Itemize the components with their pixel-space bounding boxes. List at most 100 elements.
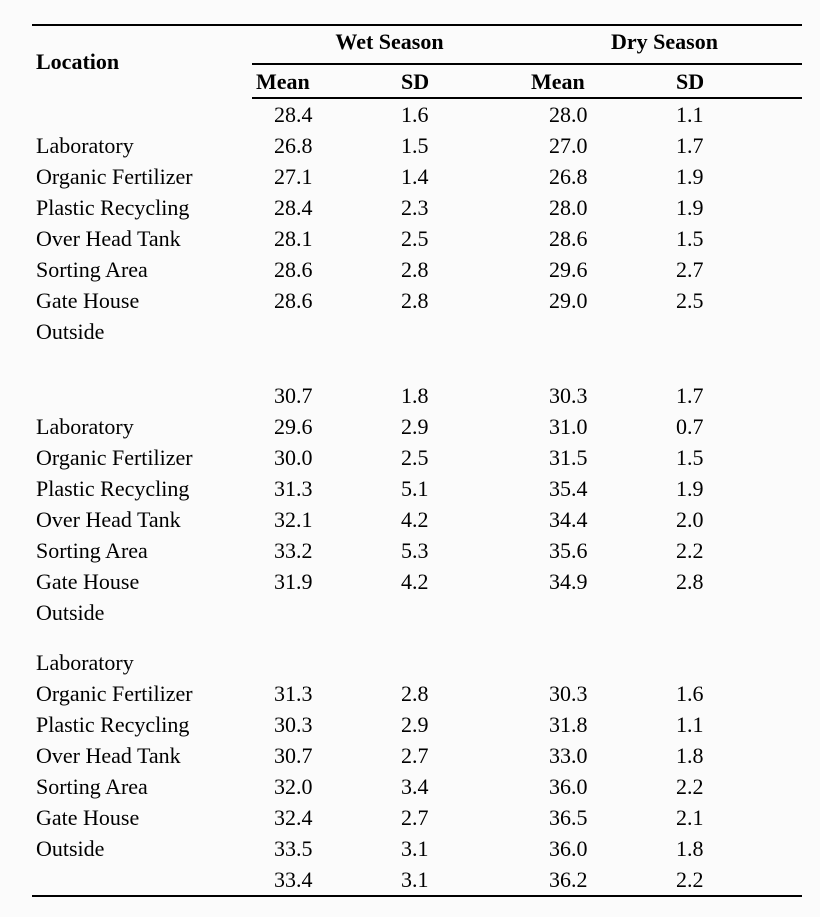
- cell-location: Organic Fertilizer: [32, 161, 252, 192]
- cell-dry-mean: 35.6: [527, 535, 672, 566]
- cell-dry-mean: 27.0: [527, 130, 672, 161]
- cell-wet-mean: [252, 316, 397, 347]
- cell-wet-sd: 2.5: [397, 223, 527, 254]
- table-row: Gate House31.94.234.92.8: [32, 566, 802, 597]
- cell-location: [32, 98, 252, 130]
- cell-wet-sd: 2.8: [397, 254, 527, 285]
- cell-dry-mean: 31.5: [527, 442, 672, 473]
- col-header-location: Location: [32, 25, 252, 98]
- cell-dry-sd: 1.9: [672, 161, 802, 192]
- data-table: Location Wet Season Dry Season Mean SD M…: [32, 24, 802, 897]
- table-row: Plastic Recycling30.32.931.81.1: [32, 709, 802, 740]
- cell-wet-mean: 28.4: [252, 192, 397, 223]
- cell-dry-mean: 36.0: [527, 771, 672, 802]
- cell-wet-sd: 1.5: [397, 130, 527, 161]
- cell-wet-mean: 32.1: [252, 504, 397, 535]
- cell-wet-mean: 28.6: [252, 285, 397, 316]
- cell-location: Plastic Recycling: [32, 709, 252, 740]
- cell-location: Sorting Area: [32, 254, 252, 285]
- cell-dry-sd: 2.5: [672, 285, 802, 316]
- cell-location: [32, 380, 252, 411]
- cell-location: Organic Fertilizer: [32, 442, 252, 473]
- cell-dry-sd: 2.2: [672, 864, 802, 896]
- table-row: Laboratory: [32, 647, 802, 678]
- cell-wet-mean: 33.2: [252, 535, 397, 566]
- cell-dry-sd: 1.7: [672, 380, 802, 411]
- cell-dry-sd: 1.1: [672, 98, 802, 130]
- cell-dry-mean: 36.0: [527, 833, 672, 864]
- cell-dry-mean: [527, 597, 672, 628]
- cell-wet-sd: [397, 316, 527, 347]
- cell-dry-sd: 2.1: [672, 802, 802, 833]
- cell-wet-mean: 27.1: [252, 161, 397, 192]
- cell-dry-sd: [672, 597, 802, 628]
- cell-wet-mean: [252, 647, 397, 678]
- cell-wet-mean: 31.9: [252, 566, 397, 597]
- table-row: Organic Fertilizer31.32.830.31.6: [32, 678, 802, 709]
- table-row: Plastic Recycling31.35.135.41.9: [32, 473, 802, 504]
- cell-wet-mean: 30.7: [252, 380, 397, 411]
- cell-location: Over Head Tank: [32, 223, 252, 254]
- table-row: Sorting Area33.25.335.62.2: [32, 535, 802, 566]
- table-page: Location Wet Season Dry Season Mean SD M…: [0, 0, 820, 917]
- table-row: Over Head Tank30.72.733.01.8: [32, 740, 802, 771]
- cell-wet-sd: 3.4: [397, 771, 527, 802]
- table-row: 28.41.628.01.1: [32, 98, 802, 130]
- cell-location: Sorting Area: [32, 771, 252, 802]
- cell-wet-sd: 4.2: [397, 504, 527, 535]
- cell-dry-sd: 1.7: [672, 130, 802, 161]
- col-header-wet-mean: Mean: [252, 64, 397, 99]
- cell-location: Gate House: [32, 566, 252, 597]
- cell-dry-mean: 29.0: [527, 285, 672, 316]
- cell-wet-sd: 3.1: [397, 864, 527, 896]
- cell-dry-mean: 31.8: [527, 709, 672, 740]
- cell-wet-sd: 5.3: [397, 535, 527, 566]
- cell-wet-sd: 2.7: [397, 740, 527, 771]
- table-row: 33.43.136.22.2: [32, 864, 802, 896]
- cell-dry-sd: 2.2: [672, 771, 802, 802]
- col-group-dry: Dry Season: [527, 25, 802, 64]
- cell-dry-mean: [527, 316, 672, 347]
- cell-wet-sd: 1.6: [397, 98, 527, 130]
- cell-wet-mean: 31.3: [252, 473, 397, 504]
- cell-location: Laboratory: [32, 411, 252, 442]
- cell-wet-mean: 26.8: [252, 130, 397, 161]
- cell-wet-sd: 4.2: [397, 566, 527, 597]
- cell-dry-mean: 31.0: [527, 411, 672, 442]
- cell-location: Gate House: [32, 802, 252, 833]
- cell-dry-sd: 1.8: [672, 833, 802, 864]
- cell-location: Gate House: [32, 285, 252, 316]
- cell-location: Over Head Tank: [32, 504, 252, 535]
- cell-dry-sd: 1.8: [672, 740, 802, 771]
- cell-wet-mean: 28.1: [252, 223, 397, 254]
- cell-wet-sd: 2.5: [397, 442, 527, 473]
- table-row: Outside: [32, 597, 802, 628]
- table-row: Sorting Area28.62.829.62.7: [32, 254, 802, 285]
- col-header-dry-mean: Mean: [527, 64, 672, 99]
- cell-wet-sd: 2.8: [397, 678, 527, 709]
- cell-dry-sd: 2.2: [672, 535, 802, 566]
- table-row: Organic Fertilizer27.11.426.81.9: [32, 161, 802, 192]
- cell-dry-sd: 1.9: [672, 473, 802, 504]
- cell-wet-sd: 2.9: [397, 709, 527, 740]
- cell-wet-mean: 33.4: [252, 864, 397, 896]
- cell-dry-sd: 1.6: [672, 678, 802, 709]
- cell-location: Sorting Area: [32, 535, 252, 566]
- table-row: Outside33.53.136.01.8: [32, 833, 802, 864]
- cell-dry-sd: 1.5: [672, 223, 802, 254]
- cell-wet-mean: 30.0: [252, 442, 397, 473]
- spacer-row: [32, 347, 802, 380]
- cell-dry-mean: 34.4: [527, 504, 672, 535]
- cell-dry-mean: 35.4: [527, 473, 672, 504]
- cell-dry-mean: 36.2: [527, 864, 672, 896]
- table-body: 28.41.628.01.1Laboratory26.81.527.01.7Or…: [32, 98, 802, 896]
- cell-dry-mean: 33.0: [527, 740, 672, 771]
- cell-location: Outside: [32, 316, 252, 347]
- table-row: Laboratory29.62.931.00.7: [32, 411, 802, 442]
- cell-dry-mean: 34.9: [527, 566, 672, 597]
- cell-dry-sd: 0.7: [672, 411, 802, 442]
- cell-dry-sd: 1.9: [672, 192, 802, 223]
- cell-dry-mean: [527, 647, 672, 678]
- cell-wet-sd: [397, 597, 527, 628]
- cell-wet-mean: 29.6: [252, 411, 397, 442]
